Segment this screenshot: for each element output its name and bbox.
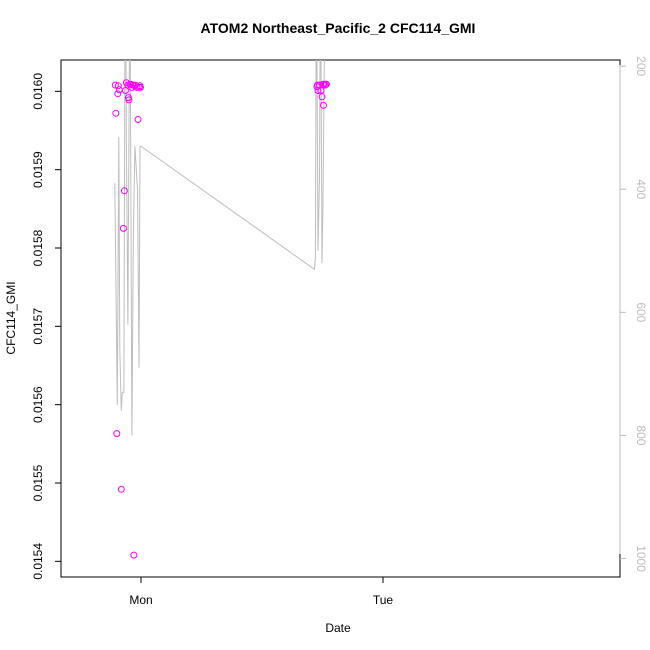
data-point: [120, 187, 128, 195]
y-tick-label: 0.0156: [31, 386, 45, 423]
x-axis: Mon Tue: [129, 576, 394, 607]
y2-tick-label: 1000: [634, 545, 648, 572]
y-tick-label: 0.0154: [31, 543, 45, 580]
data-point: [114, 82, 122, 90]
chart-title: ATOM2 Northeast_Pacific_2 CFC114_GMI: [201, 20, 476, 36]
y-tick-label: 0.0157: [31, 308, 45, 345]
data-point: [137, 83, 144, 91]
y2-tick-label: 400: [634, 179, 648, 199]
y-axis-left: 0.0154 0.0155 0.0156 0.0157 0.0158 0.0159 0.01…: [31, 73, 62, 580]
cfc114-scatter-series: [111, 79, 330, 559]
y-axis-label: CFC114_GMI: [4, 281, 18, 354]
data-point: [119, 224, 127, 232]
cfc114-line: [114, 60, 325, 436]
data-point: [125, 96, 133, 104]
data-point: [111, 81, 119, 89]
data-point: [318, 93, 326, 101]
x-tick-label: Tue: [373, 593, 394, 607]
data-point: [117, 485, 125, 493]
data-point: [114, 90, 122, 98]
data-point: [320, 80, 328, 88]
y-tick-label: 0.0155: [31, 464, 45, 501]
y2-tick-label: 200: [634, 56, 648, 76]
data-point: [323, 80, 330, 88]
x-tick-label: Mon: [129, 593, 152, 607]
y2-tick-label: 600: [634, 302, 648, 322]
y-axis-right: 200 400 600 800 1000: [619, 56, 648, 572]
data-point: [112, 109, 120, 117]
x-axis-label: Date: [325, 621, 351, 635]
y-tick-label: 0.0159: [31, 151, 45, 188]
data-point: [134, 116, 142, 123]
y-tick-label: 0.0160: [31, 73, 45, 110]
y-tick-label: 0.0158: [31, 229, 45, 266]
y2-tick-label: 800: [634, 425, 648, 445]
data-point: [130, 551, 138, 559]
data-point: [113, 430, 121, 438]
plot-frame: [60, 59, 621, 578]
cfc114-line-series: [114, 60, 325, 436]
data-point: [115, 86, 123, 94]
data-point: [320, 101, 327, 109]
